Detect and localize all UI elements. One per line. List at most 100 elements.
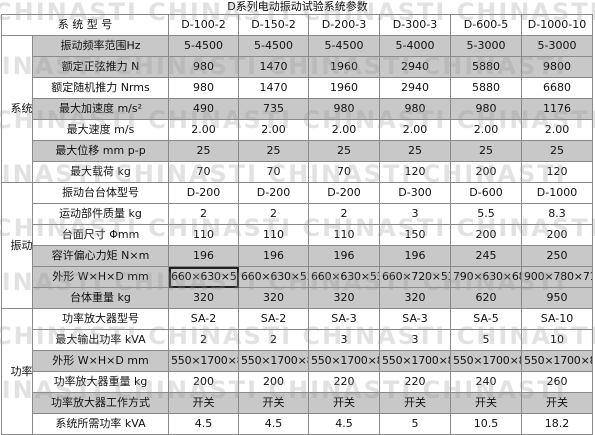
table-cell[interactable]: 4.5 bbox=[308, 413, 380, 435]
table-cell[interactable]: 4.5 bbox=[238, 413, 309, 435]
table-cell[interactable]: 25 bbox=[238, 140, 309, 162]
table-cell[interactable]: 980 bbox=[450, 98, 522, 120]
table-cell[interactable]: D-300 bbox=[379, 182, 451, 204]
table-cell[interactable]: 18.2 bbox=[521, 413, 593, 435]
table-cell[interactable]: 1470 bbox=[238, 77, 309, 99]
table-cell[interactable]: 980 bbox=[168, 56, 239, 78]
table-cell[interactable]: SA-3 bbox=[308, 308, 380, 330]
table-cell[interactable]: 150 bbox=[379, 224, 451, 246]
table-cell[interactable]: 1960 bbox=[308, 56, 380, 78]
table-cell[interactable]: 2 bbox=[168, 329, 239, 351]
table-cell[interactable]: D-600 bbox=[450, 182, 522, 204]
table-cell[interactable]: 490 bbox=[168, 98, 239, 120]
table-cell[interactable]: 10.5 bbox=[450, 413, 522, 435]
table-cell[interactable]: 620 bbox=[450, 287, 522, 309]
table-cell[interactable]: 70 bbox=[308, 161, 380, 183]
table-cell[interactable]: 5-4500 bbox=[168, 35, 239, 57]
table-cell[interactable]: 25 bbox=[168, 140, 239, 162]
table-cell[interactable]: 2.00 bbox=[308, 119, 380, 141]
model-header[interactable]: D-200-3 bbox=[308, 14, 380, 36]
table-cell[interactable]: SA-2 bbox=[168, 308, 239, 330]
table-cell[interactable]: 240 bbox=[450, 371, 522, 393]
table-cell[interactable]: 2 bbox=[238, 329, 309, 351]
table-cell[interactable]: 220 bbox=[379, 371, 451, 393]
model-header[interactable]: D-150-2 bbox=[238, 14, 309, 36]
table-cell[interactable]: 开关 bbox=[168, 392, 239, 414]
table-cell[interactable]: 70 bbox=[168, 161, 239, 183]
table-cell[interactable]: 开关 bbox=[238, 392, 309, 414]
table-cell[interactable]: SA-2 bbox=[238, 308, 309, 330]
table-cell[interactable]: 250 bbox=[521, 245, 593, 267]
table-cell[interactable]: 200 bbox=[521, 224, 593, 246]
table-cell[interactable]: 5-3000 bbox=[521, 35, 593, 57]
table-cell[interactable]: 25 bbox=[308, 140, 380, 162]
table-cell[interactable]: 5880 bbox=[450, 77, 522, 99]
table-cell[interactable]: 2.00 bbox=[450, 119, 522, 141]
table-cell[interactable]: 开关 bbox=[308, 392, 380, 414]
table-cell[interactable]: 320 bbox=[238, 287, 309, 309]
model-header[interactable]: D-600-5 bbox=[450, 14, 522, 36]
table-cell[interactable]: 735 bbox=[238, 98, 309, 120]
table-cell[interactable]: 2.00 bbox=[168, 119, 239, 141]
table-cell[interactable]: 2 bbox=[308, 203, 380, 225]
table-cell[interactable]: 950 bbox=[521, 287, 593, 309]
table-cell[interactable]: 660×630×530 bbox=[238, 266, 309, 288]
table-cell[interactable]: 25 bbox=[521, 140, 593, 162]
table-cell[interactable]: 550×1700×800 bbox=[379, 350, 451, 372]
table-cell[interactable]: 70 bbox=[238, 161, 309, 183]
model-header[interactable]: D-1000-10 bbox=[521, 14, 593, 36]
table-cell[interactable]: 550×1700×800 bbox=[168, 350, 239, 372]
table-cell[interactable]: 110 bbox=[238, 224, 309, 246]
table-cell[interactable]: 110 bbox=[308, 224, 380, 246]
table-cell[interactable]: 110 bbox=[168, 224, 239, 246]
table-cell[interactable]: 5-3000 bbox=[450, 35, 522, 57]
table-cell[interactable]: 5-4500 bbox=[308, 35, 380, 57]
table-cell[interactable]: 1176 bbox=[521, 98, 593, 120]
table-cell[interactable]: 196 bbox=[238, 245, 309, 267]
table-cell[interactable]: 320 bbox=[379, 287, 451, 309]
table-cell[interactable]: D-1000 bbox=[521, 182, 593, 204]
table-cell[interactable]: 2940 bbox=[379, 56, 451, 78]
table-cell[interactable]: 3 bbox=[308, 329, 380, 351]
table-cell[interactable]: 660×720×530 bbox=[379, 266, 451, 288]
table-cell[interactable]: 1960 bbox=[308, 77, 380, 99]
table-cell[interactable]: 8.3 bbox=[521, 203, 593, 225]
table-cell[interactable]: 2.00 bbox=[238, 119, 309, 141]
table-cell[interactable]: D-200 bbox=[308, 182, 380, 204]
table-cell[interactable]: 5-4500 bbox=[238, 35, 309, 57]
table-cell[interactable]: 245 bbox=[450, 245, 522, 267]
table-cell[interactable]: 2.00 bbox=[521, 119, 593, 141]
table-cell[interactable]: 3 bbox=[379, 203, 451, 225]
table-cell[interactable]: 2940 bbox=[379, 77, 451, 99]
table-cell[interactable]: 660×630×530 bbox=[168, 266, 239, 288]
table-cell[interactable]: 200 bbox=[450, 224, 522, 246]
table-cell[interactable]: SA-5 bbox=[450, 308, 522, 330]
table-cell[interactable]: 320 bbox=[308, 287, 380, 309]
table-cell[interactable]: 550×1700×800 bbox=[521, 350, 593, 372]
table-cell[interactable]: 开关 bbox=[379, 392, 451, 414]
model-header[interactable]: D-300-3 bbox=[379, 14, 451, 36]
table-cell[interactable]: 25 bbox=[450, 140, 522, 162]
table-cell[interactable]: 5.5 bbox=[450, 203, 522, 225]
table-cell[interactable]: 3 bbox=[379, 329, 451, 351]
table-cell[interactable]: 980 bbox=[308, 98, 380, 120]
table-cell[interactable]: 4.5 bbox=[168, 413, 239, 435]
table-cell[interactable]: 980 bbox=[168, 77, 239, 99]
table-cell[interactable]: 550×1700×800 bbox=[450, 350, 522, 372]
table-cell[interactable]: 196 bbox=[379, 245, 451, 267]
table-cell[interactable]: 120 bbox=[379, 161, 451, 183]
table-cell[interactable]: 260 bbox=[521, 371, 593, 393]
table-cell[interactable]: 2 bbox=[168, 203, 239, 225]
table-cell[interactable]: 120 bbox=[521, 161, 593, 183]
table-cell[interactable]: 790×630×680 bbox=[450, 266, 522, 288]
table-cell[interactable]: SA-10 bbox=[521, 308, 593, 330]
table-cell[interactable]: 1470 bbox=[238, 56, 309, 78]
table-cell[interactable]: 2.00 bbox=[379, 119, 451, 141]
table-cell[interactable]: 2 bbox=[238, 203, 309, 225]
table-cell[interactable]: D-200 bbox=[238, 182, 309, 204]
table-cell[interactable]: 550×1700×800 bbox=[238, 350, 309, 372]
table-cell[interactable]: 980 bbox=[379, 98, 451, 120]
table-cell[interactable]: 5880 bbox=[450, 56, 522, 78]
table-cell[interactable]: 200 bbox=[168, 371, 239, 393]
model-header[interactable]: D-100-2 bbox=[168, 14, 239, 36]
